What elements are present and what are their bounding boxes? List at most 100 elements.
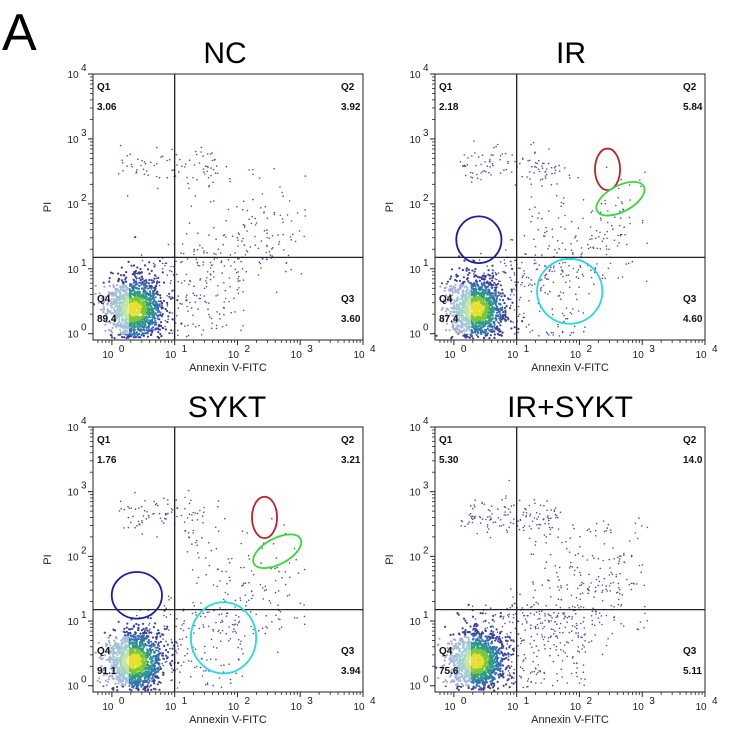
event-dot bbox=[222, 671, 225, 673]
event-dot bbox=[606, 221, 609, 224]
event-dot bbox=[205, 669, 207, 672]
event-dot bbox=[273, 213, 276, 216]
event-dot bbox=[279, 610, 282, 613]
event-dot bbox=[230, 265, 232, 267]
event-dot bbox=[466, 163, 469, 166]
event-dot bbox=[131, 289, 134, 292]
event-dot bbox=[129, 295, 132, 298]
event-dot bbox=[551, 313, 554, 316]
y-axis-label: PI bbox=[384, 202, 396, 212]
event-dot bbox=[205, 573, 207, 576]
event-dot bbox=[487, 269, 490, 272]
event-dot bbox=[192, 532, 194, 534]
event-dot bbox=[564, 248, 567, 251]
quadrant-name: Q4 bbox=[97, 294, 111, 305]
event-dot bbox=[186, 517, 189, 519]
event-dot bbox=[162, 664, 164, 667]
event-dot bbox=[166, 176, 169, 179]
event-dot bbox=[507, 298, 510, 301]
event-dot bbox=[565, 274, 568, 277]
event-dot bbox=[195, 294, 198, 297]
event-dot bbox=[156, 327, 160, 330]
event-dot bbox=[158, 259, 161, 262]
event-dot bbox=[534, 283, 536, 285]
event-dot bbox=[153, 265, 156, 268]
event-dot bbox=[197, 232, 199, 234]
event-dot bbox=[556, 251, 558, 254]
event-dot bbox=[554, 172, 556, 174]
event-dot bbox=[499, 324, 502, 327]
event-dot bbox=[165, 513, 168, 516]
event-dot bbox=[154, 622, 157, 625]
event-dot bbox=[164, 320, 167, 322]
event-dot bbox=[488, 282, 491, 285]
event-dot bbox=[606, 230, 608, 233]
event-dot bbox=[141, 622, 145, 626]
event-dot bbox=[223, 234, 226, 236]
event-dot bbox=[154, 312, 157, 315]
event-dot bbox=[237, 621, 240, 624]
event-dot bbox=[147, 322, 151, 325]
event-dot bbox=[570, 249, 573, 251]
event-dot bbox=[137, 520, 140, 523]
event-dot bbox=[234, 619, 236, 622]
event-dot bbox=[551, 270, 553, 273]
quadrant-value: 3.60 bbox=[341, 314, 361, 325]
event-dot bbox=[599, 248, 602, 250]
event-dot bbox=[620, 178, 622, 181]
event-dot bbox=[254, 244, 257, 246]
event-dot bbox=[206, 252, 208, 254]
event-dot bbox=[266, 232, 268, 234]
event-dot bbox=[238, 287, 240, 289]
event-dot bbox=[190, 675, 192, 678]
event-dot bbox=[148, 296, 151, 299]
event-dot bbox=[274, 579, 277, 582]
event-dot bbox=[505, 305, 508, 308]
event-dot bbox=[621, 202, 623, 205]
event-dot bbox=[162, 522, 165, 524]
event-dot bbox=[254, 235, 256, 238]
event-dot bbox=[134, 526, 136, 529]
event-dot bbox=[492, 154, 494, 156]
event-dot bbox=[303, 623, 306, 626]
event-dot bbox=[503, 302, 506, 305]
event-dot bbox=[593, 283, 595, 286]
event-dot bbox=[127, 506, 129, 508]
event-dot bbox=[489, 158, 491, 161]
event-dot bbox=[495, 311, 499, 314]
event-dot bbox=[501, 153, 504, 155]
event-dot bbox=[246, 209, 249, 212]
event-dot bbox=[491, 314, 494, 317]
event-dot bbox=[172, 273, 175, 276]
event-dot bbox=[117, 277, 120, 280]
event-dot bbox=[240, 260, 242, 263]
event-dot bbox=[199, 666, 202, 669]
event-dot bbox=[490, 287, 494, 290]
event-dot bbox=[531, 284, 533, 287]
event-dot bbox=[197, 552, 199, 554]
event-dot bbox=[265, 614, 268, 617]
y-tick-label: 10 bbox=[67, 70, 79, 81]
event-dot bbox=[485, 171, 487, 173]
event-dot bbox=[491, 328, 494, 331]
event-dot bbox=[584, 326, 586, 328]
event-dot bbox=[136, 283, 139, 286]
event-dot bbox=[273, 167, 275, 170]
event-dot bbox=[123, 527, 125, 529]
event-dot bbox=[614, 216, 616, 218]
event-dot bbox=[193, 294, 196, 297]
event-dot bbox=[171, 654, 174, 657]
event-dot bbox=[164, 264, 166, 267]
event-dot bbox=[474, 152, 476, 154]
event-dot bbox=[125, 271, 128, 274]
event-dot bbox=[132, 328, 135, 331]
event-dot bbox=[258, 630, 260, 632]
event-dot bbox=[473, 275, 476, 278]
event-dot bbox=[197, 576, 200, 579]
event-dot bbox=[221, 326, 224, 328]
event-dot bbox=[154, 300, 158, 304]
event-dot bbox=[265, 244, 268, 247]
event-dot bbox=[252, 173, 254, 176]
event-dot bbox=[200, 334, 203, 336]
event-dot bbox=[508, 307, 512, 310]
